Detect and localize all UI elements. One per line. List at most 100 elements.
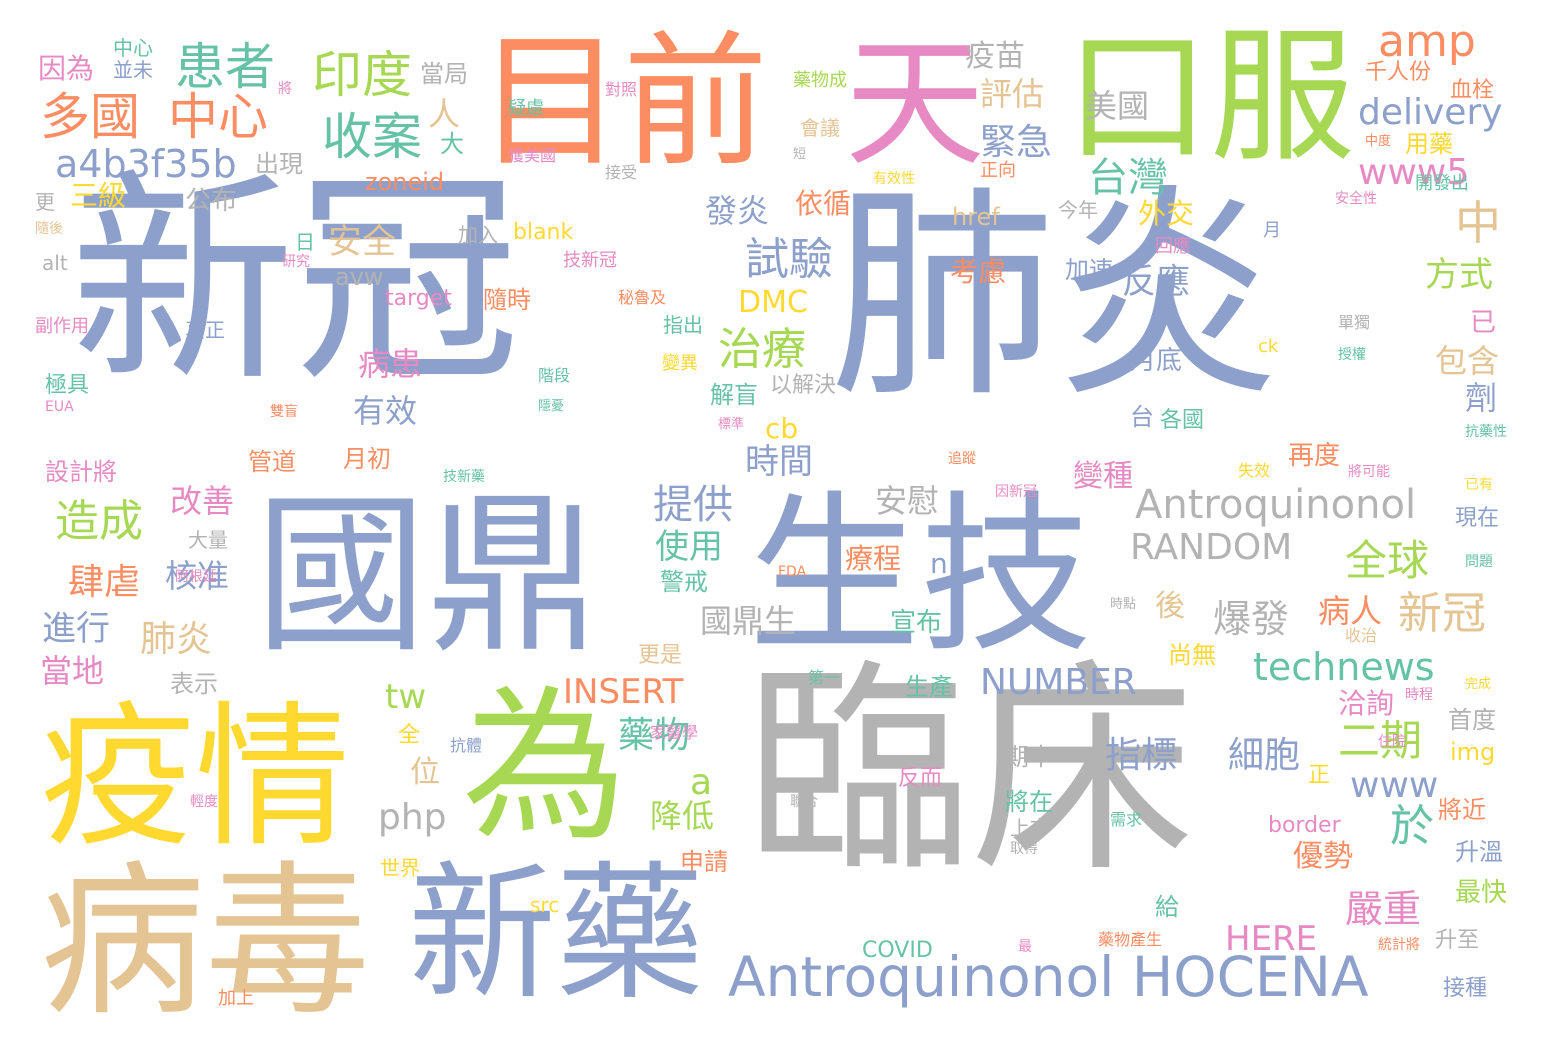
word: 真正 [185, 318, 225, 342]
word: 接受 [605, 163, 638, 182]
word: 新冠 [1398, 588, 1486, 639]
word: 反而 [898, 766, 943, 791]
word: 當地 [40, 652, 105, 690]
word: 現在 [1455, 506, 1500, 531]
word: 聯合 [790, 794, 818, 810]
word: 新藥 [408, 848, 704, 1020]
word: 以解決 [770, 373, 837, 398]
word: 肺炎 [830, 166, 1280, 428]
word: 隱憂 [538, 399, 565, 414]
word: 安全性 [1335, 191, 1377, 207]
word: 病患 [358, 345, 423, 383]
word: 提供 [653, 482, 733, 528]
word: 時點 [1110, 597, 1137, 612]
word: 肺炎 [140, 619, 213, 660]
word: 天 [845, 23, 986, 186]
word: 警戒 [660, 568, 708, 596]
word: 對照 [605, 80, 638, 99]
word: 用藥 [1405, 130, 1453, 158]
word: 抗藥性 [1465, 424, 1507, 440]
word: 優勢 [1293, 839, 1353, 874]
word: 月底 [1130, 346, 1183, 376]
word: 患者 [175, 38, 275, 96]
word: 抗體 [450, 736, 483, 755]
word: 藥物產生 [1098, 930, 1163, 949]
word: 首度 [1448, 706, 1496, 734]
word: 洽詢 [1338, 687, 1395, 720]
word: 最快 [1455, 878, 1508, 908]
word: 住院 [1378, 734, 1406, 750]
word: a [690, 762, 713, 803]
word: INSERT [563, 672, 684, 712]
word: RANDOM [1130, 527, 1293, 568]
word: delivery [1358, 92, 1503, 133]
word: 正 [1308, 763, 1331, 788]
word: 疑慮 [508, 98, 544, 119]
word: 技新藥 [443, 469, 485, 485]
word: 上市 [1010, 816, 1050, 840]
word: cb [765, 412, 799, 445]
word: 給 [1155, 893, 1179, 921]
word: 回應 [1155, 236, 1191, 257]
word: 將在 [1005, 788, 1053, 816]
word: 緊急 [980, 122, 1053, 163]
word: 指出 [663, 313, 703, 337]
word: 藥物成 [793, 70, 847, 91]
word: 血栓 [1450, 78, 1495, 103]
word: tw [385, 677, 427, 717]
word: www5 [1358, 152, 1470, 193]
word: 有效 [353, 392, 418, 430]
word: 更 [35, 190, 55, 214]
word: 會議 [800, 116, 840, 140]
word: 疫苗 [965, 39, 1025, 74]
word: Antroquinonol HOCENA [728, 945, 1369, 1009]
word: 問題 [1465, 554, 1493, 570]
word: 安慰 [875, 482, 940, 520]
word: 輕度 [190, 794, 218, 810]
word: 第一 [808, 668, 841, 687]
word: 收治 [1345, 626, 1378, 645]
word: 將 [278, 81, 292, 97]
word: www [1350, 765, 1439, 806]
word: 日 [295, 230, 315, 254]
word: 生產 [905, 673, 953, 701]
word: 位 [410, 755, 440, 790]
word: 藥物 [618, 715, 691, 756]
word: 需求 [1110, 810, 1143, 829]
word: 追蹤 [948, 451, 976, 467]
word: 取得 [1010, 841, 1038, 857]
word: blank [513, 220, 574, 245]
word: 將可能 [1348, 464, 1390, 480]
word: 開發出 [1415, 173, 1469, 194]
word: Antroquinonol [1135, 482, 1417, 528]
word: n [930, 547, 948, 580]
word: 變種 [1073, 459, 1133, 494]
word: 考慮 [950, 255, 1007, 288]
word: 治療 [718, 324, 806, 375]
word: 尚無 [1168, 641, 1216, 669]
word: 全球 [1345, 536, 1430, 585]
word: 月初 [343, 445, 391, 473]
word: 授權 [1338, 347, 1366, 363]
word: 疫情 [40, 687, 350, 868]
word: 當局 [420, 60, 468, 88]
word: FDA [778, 564, 807, 580]
word: 今年 [1058, 198, 1098, 222]
word: 統計將 [1378, 937, 1420, 953]
word: HERE [1225, 919, 1318, 959]
word: 方式 [1425, 255, 1493, 295]
word: 隨後 [35, 221, 63, 237]
word: 試驗 [745, 234, 833, 285]
word: 生技 [748, 475, 1092, 676]
word: 人 [428, 95, 461, 133]
word: 因為 [38, 52, 95, 85]
word: 台灣 [1088, 155, 1168, 201]
word: 大量 [188, 528, 228, 552]
word: 管道 [248, 448, 296, 476]
word: 臨床 [745, 641, 1195, 903]
word: 阿根廷 [175, 569, 217, 585]
word: alt [42, 251, 68, 275]
word: 中心 [113, 36, 153, 60]
word: 再度 [1288, 441, 1341, 471]
